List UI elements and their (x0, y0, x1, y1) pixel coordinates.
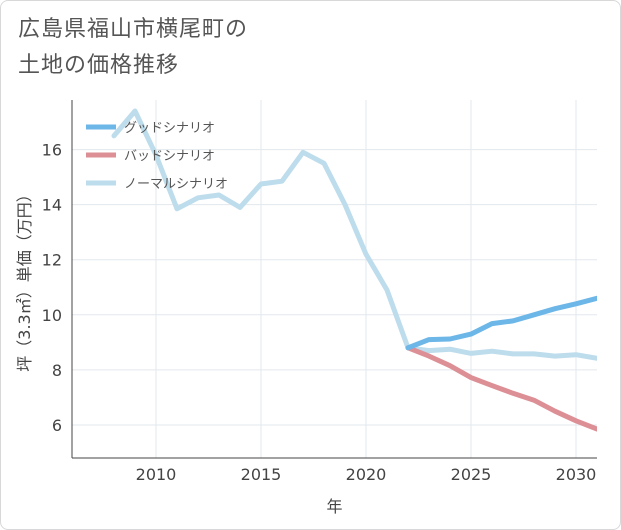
x-tick-label: 2015 (241, 465, 282, 484)
y-tick-label: 8 (52, 361, 62, 380)
y-tick-label: 12 (42, 251, 62, 270)
chart-title: 広島県福山市横尾町の 土地の価格推移 (18, 17, 249, 78)
y-axis-label: 坪（3.3㎡）単価（万円） (15, 186, 34, 371)
series-line-0 (405, 295, 597, 351)
y-tick-label: 6 (52, 416, 62, 435)
x-tick-label: 2010 (136, 465, 177, 484)
x-axis-label: 年 (326, 497, 342, 516)
series-line-2 (111, 108, 597, 361)
series-lines (111, 108, 597, 432)
legend-label: ノーマルシナリオ (124, 177, 228, 192)
y-axis-ticks: 6 8 10 12 14 16 (42, 141, 62, 435)
x-axis-ticks: 2010 2015 2020 2025 2030 (136, 465, 597, 484)
y-tick-label: 14 (42, 196, 62, 215)
x-tick-label: 2020 (346, 465, 387, 484)
y-tick-label: 10 (42, 306, 62, 325)
y-tick-label: 16 (42, 141, 62, 160)
legend-label: バッドシナリオ (124, 149, 215, 164)
x-tick-label: 2030 (556, 465, 597, 484)
series-line-1 (405, 345, 597, 432)
legend-label: グッドシナリオ (124, 121, 215, 136)
x-tick-label: 2025 (451, 465, 492, 484)
